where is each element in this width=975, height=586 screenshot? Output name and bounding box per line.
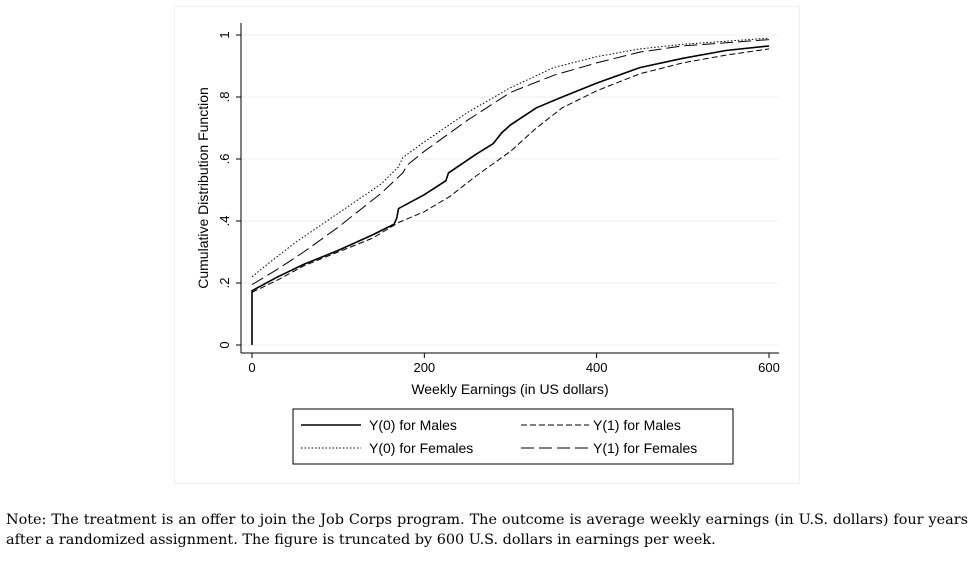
series-line-y-1-for-males	[251, 48, 770, 293]
series-line-y-1-for-females	[251, 39, 770, 286]
legend-label: Y(1) for Females	[593, 440, 697, 456]
legend-label: Y(0) for Females	[369, 440, 473, 456]
x-tick-label: 600	[758, 360, 780, 375]
y-tick-label: .2	[217, 278, 232, 289]
x-tick-label: 400	[586, 360, 608, 375]
y-tick-label: .8	[217, 92, 232, 103]
figure-note: Note: The treatment is an offer to join …	[6, 512, 968, 548]
legend-label: Y(1) for Males	[593, 417, 681, 433]
y-tick-label: 0	[217, 341, 232, 348]
series-line-y-0-for-males	[251, 45, 770, 345]
axes: 0 .2 .4 .6 .8 1 0 200 400 600	[217, 23, 780, 375]
y-tick-label: .4	[217, 216, 232, 227]
legend-box	[292, 408, 734, 465]
series-line-y-0-for-females	[251, 37, 770, 278]
x-tick-label: 0	[248, 360, 255, 375]
y-tick-label: .6	[217, 154, 232, 165]
x-axis-title: Weekly Earnings (in US dollars)	[411, 381, 608, 397]
gridlines	[241, 34, 779, 346]
x-tick-label: 200	[413, 360, 435, 375]
y-axis-title: Cumulative Distribution Function	[195, 87, 211, 289]
chart-figure: 0 .2 .4 .6 .8 1 0 200 400 600 Weekly Earnings (in…	[174, 6, 800, 484]
cdf-chart: 0 .2 .4 .6 .8 1 0 200 400 600 Weekly Earnings (in…	[195, 23, 780, 465]
y-tick-label: 1	[217, 31, 232, 38]
legend: Y(0) for Males Y(1) for Males Y(0) for Fem…	[292, 408, 734, 465]
legend-label: Y(0) for Males	[369, 417, 457, 433]
series-lines	[251, 37, 770, 345]
